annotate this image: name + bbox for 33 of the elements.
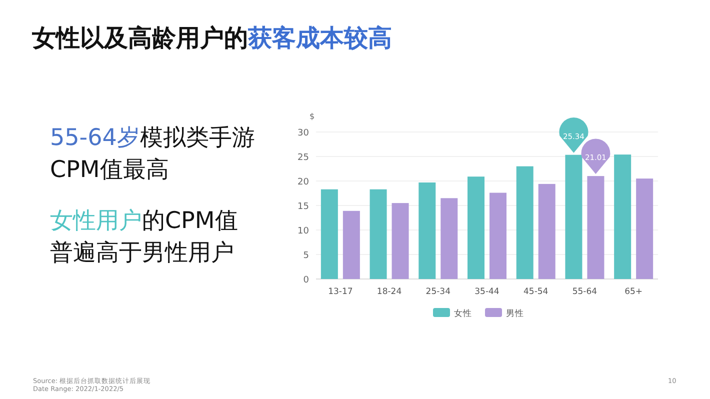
bar <box>392 203 409 279</box>
y-tick-label: 20 <box>298 178 310 188</box>
x-tick-label: 35-44 <box>474 287 500 297</box>
bar <box>636 178 654 279</box>
bar <box>468 176 484 279</box>
bar <box>490 192 506 279</box>
bar <box>370 189 387 279</box>
y-tick-label: 30 <box>298 128 310 138</box>
bar <box>418 182 436 279</box>
x-tick-label: 55-64 <box>572 287 598 297</box>
bar <box>320 189 338 279</box>
y-tick-label: 10 <box>298 226 310 236</box>
y-axis-title: $ <box>309 112 315 121</box>
bar <box>342 210 360 279</box>
text: 女性用户的CPM值普遍高于男性用户 <box>50 208 238 266</box>
bar <box>516 166 534 279</box>
x-tick-label: 13-17 <box>328 287 353 297</box>
bar <box>538 184 556 279</box>
y-tick-label: 5 <box>303 251 309 261</box>
legend-label: 男性 <box>506 308 524 319</box>
y-tick-label: 0 <box>303 276 310 286</box>
x-tick-label: 18-24 <box>376 287 402 297</box>
y-tick-label: 25 <box>298 153 309 163</box>
y-tick-label: 15 <box>298 202 309 212</box>
x-tick-label: 65+ <box>624 287 643 297</box>
chart-title: 女性以及高龄用户的获客成本较高 <box>32 24 392 52</box>
bar <box>587 176 604 279</box>
x-tick-label: 45-54 <box>524 287 548 297</box>
bar <box>440 198 458 279</box>
x-tick-label: 25-34 <box>426 287 450 297</box>
legend-label: 女性 <box>454 308 472 319</box>
bar <box>614 154 632 279</box>
text: 55-64岁模拟类手游CPM值最高 <box>50 125 255 183</box>
